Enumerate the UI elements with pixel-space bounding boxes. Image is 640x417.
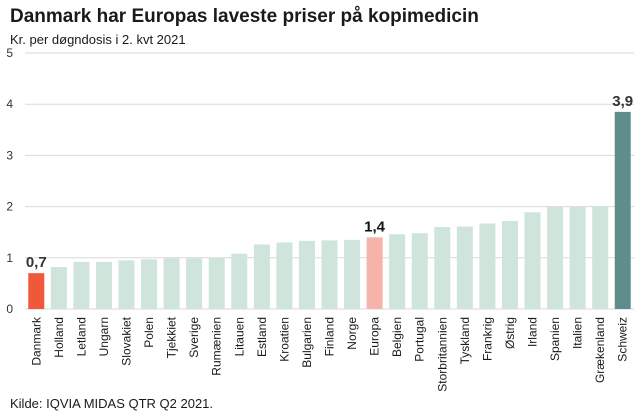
x-tick-label: Kroatien <box>277 317 291 362</box>
bar <box>208 257 225 309</box>
chart-subtitle: Kr. per døgndosis i 2. kvt 2021 <box>10 32 186 47</box>
bar <box>344 239 361 309</box>
x-tick-label: Finland <box>323 317 337 356</box>
x-tick-label: Litauen <box>232 317 246 356</box>
data-label: 1,4 <box>364 218 386 235</box>
bar <box>118 260 135 309</box>
bar <box>95 261 112 309</box>
y-tick-label: 3 <box>6 148 13 162</box>
x-tick-label: Europa <box>368 317 382 356</box>
x-tick-label: Irland <box>526 317 540 347</box>
x-tick-label: Polen <box>142 317 156 348</box>
bar <box>547 207 564 309</box>
bar <box>321 240 338 309</box>
x-tick-label: Portugal <box>413 317 427 362</box>
bar <box>50 267 67 309</box>
chart-title: Danmark har Europas laveste priser på ko… <box>10 6 479 27</box>
bar <box>456 226 473 309</box>
bar <box>434 227 451 309</box>
y-tick-label: 2 <box>6 200 13 214</box>
bar <box>276 242 293 309</box>
x-tick-label: Estland <box>255 317 269 357</box>
bar <box>614 111 631 309</box>
bar <box>73 261 90 309</box>
x-tick-label: Schweiz <box>616 317 630 362</box>
bar <box>163 258 180 309</box>
x-tick-label: Frankrig <box>480 317 494 361</box>
source-note: Kilde: IQVIA MIDAS QTR Q2 2021. <box>10 396 214 411</box>
x-tick-label: Danmark <box>29 316 43 366</box>
data-label: 0,7 <box>26 254 47 271</box>
bar <box>298 240 315 309</box>
x-tick-label: Tyskland <box>458 317 472 364</box>
y-tick-label: 4 <box>6 97 13 111</box>
x-tick-label: Spanien <box>548 317 562 361</box>
x-tick-label: Ungarn <box>97 317 111 356</box>
bar <box>28 273 45 309</box>
x-tick-label: Slovakiet <box>120 316 134 365</box>
bar <box>524 212 541 309</box>
bar <box>479 223 496 309</box>
bar <box>501 220 518 309</box>
bar <box>411 233 428 309</box>
bar <box>231 253 248 309</box>
x-tick-label: Rumænien <box>210 317 224 376</box>
x-tick-label: Holland <box>52 317 66 358</box>
bar <box>389 234 406 309</box>
x-tick-label: Bulgarien <box>300 317 314 368</box>
bar <box>592 206 609 309</box>
x-tick-label: Østrig <box>503 317 517 349</box>
y-tick-label: 1 <box>6 251 13 265</box>
x-tick-label: Italien <box>571 317 585 349</box>
bar <box>186 258 203 309</box>
bar <box>366 237 383 309</box>
x-tick-label: Norge <box>345 317 359 350</box>
x-tick-label: Belgien <box>390 317 404 357</box>
x-tick-label: Sverige <box>187 317 201 358</box>
bar <box>253 244 270 309</box>
x-tick-label: Grækenland <box>593 317 607 383</box>
data-label: 3,9 <box>612 93 633 110</box>
bar <box>141 259 158 309</box>
x-tick-label: Tjekkiet <box>165 316 179 358</box>
y-tick-label: 0 <box>6 302 13 316</box>
bar <box>569 206 586 309</box>
x-tick-label: Letland <box>74 317 88 356</box>
x-tick-label: Storbritannien <box>435 317 449 392</box>
y-tick-label: 5 <box>6 46 13 60</box>
